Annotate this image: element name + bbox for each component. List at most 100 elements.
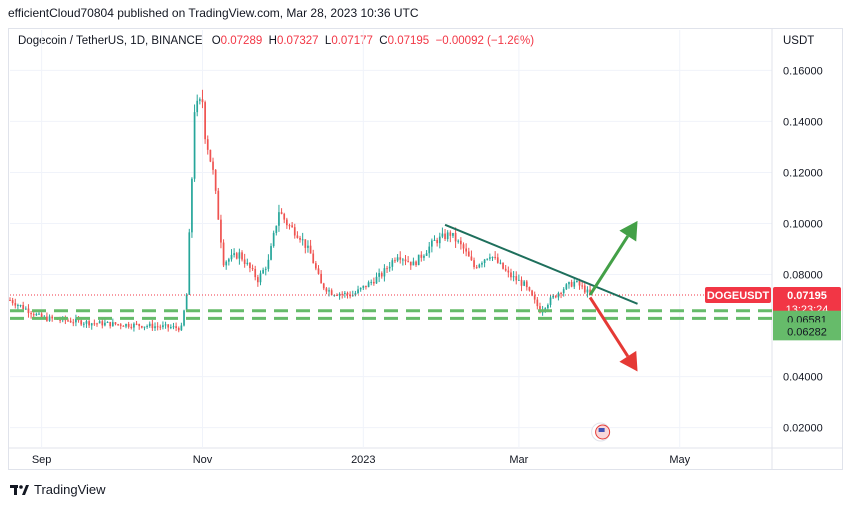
candle: [198, 97, 201, 105]
candle: [143, 326, 146, 331]
candle-body: [314, 263, 317, 269]
candle: [375, 272, 378, 284]
candle: [285, 217, 288, 229]
candle-body: [93, 323, 96, 325]
candle-body: [96, 323, 98, 325]
candle: [196, 94, 199, 117]
candle: [167, 324, 170, 332]
candle: [452, 232, 454, 238]
price-tag-bg: [773, 287, 841, 318]
candle-body: [227, 259, 230, 262]
candle: [349, 291, 351, 299]
candle-body: [420, 254, 423, 258]
candle-body: [423, 255, 425, 258]
candle-body: [454, 232, 457, 242]
candle: [512, 271, 515, 282]
candle: [568, 281, 570, 289]
candle-body: [536, 299, 539, 307]
candle: [278, 204, 280, 232]
candle-body: [449, 232, 452, 236]
candle-body: [204, 102, 206, 140]
candle: [483, 258, 486, 268]
candle-body: [111, 322, 114, 327]
candle: [317, 265, 320, 275]
candle: [125, 323, 127, 329]
candle-body: [491, 256, 494, 258]
candle-body: [17, 305, 19, 307]
candle-body: [525, 281, 528, 288]
candle-body: [547, 304, 549, 309]
candle-body: [159, 326, 162, 328]
candle: [183, 309, 185, 327]
candle-body: [562, 289, 565, 294]
candle: [581, 281, 584, 290]
candle: [391, 258, 394, 271]
candle-body: [504, 268, 507, 271]
candle-body: [404, 259, 407, 262]
candle: [206, 135, 209, 155]
candle-body: [243, 259, 246, 264]
candle: [346, 291, 349, 299]
candle-body: [330, 290, 333, 296]
close-value: 0.07195: [387, 35, 430, 47]
candle-body: [46, 316, 48, 321]
candle: [351, 290, 354, 297]
candle: [251, 264, 254, 271]
candle-body: [328, 290, 330, 292]
candle: [367, 280, 370, 288]
candle-body: [446, 232, 449, 239]
candle: [489, 253, 491, 261]
candle-body: [122, 325, 125, 327]
descending-trendline: [444, 223, 638, 305]
candle: [19, 304, 22, 308]
candle-body: [380, 273, 383, 277]
candle-body: [533, 295, 536, 300]
candle: [233, 248, 235, 258]
candle-body: [583, 285, 586, 293]
candle-body: [38, 313, 40, 315]
candle-body: [69, 320, 72, 323]
candle: [185, 293, 188, 311]
candle-body: [307, 245, 309, 248]
candle: [204, 100, 206, 144]
candle-body: [254, 268, 257, 278]
candle: [222, 239, 225, 268]
candle-body: [573, 281, 576, 287]
candle-body: [460, 240, 462, 245]
candle-body: [249, 262, 251, 269]
candle-body: [386, 268, 388, 270]
candle: [394, 257, 396, 264]
candle: [172, 322, 175, 330]
candle: [444, 228, 446, 242]
candle: [359, 287, 362, 292]
candle-body: [162, 325, 164, 328]
candle: [254, 265, 257, 281]
candle-body: [98, 321, 101, 324]
candle-body: [367, 282, 370, 288]
candle-body: [465, 248, 468, 252]
candle-body: [507, 270, 510, 273]
drawings[interactable]: [10, 220, 772, 442]
candle-body: [24, 308, 27, 310]
candle: [270, 243, 272, 261]
candle-body: [117, 324, 119, 326]
candle: [156, 322, 159, 331]
candle-body: [201, 99, 204, 103]
candle-body: [586, 289, 589, 293]
candle: [93, 319, 96, 326]
candle-body: [285, 219, 288, 226]
candle: [217, 187, 220, 220]
candle: [304, 239, 307, 254]
candle-body: [520, 279, 523, 286]
candle: [423, 254, 425, 261]
candle: [362, 285, 365, 290]
y-tick-label: 0.16000: [783, 65, 823, 77]
candle: [494, 251, 497, 260]
candle-body: [264, 268, 267, 270]
support-tag-bg: [773, 322, 841, 341]
candle-body: [296, 235, 299, 238]
candle-body: [291, 225, 293, 228]
candle: [481, 261, 483, 268]
candle: [412, 257, 415, 266]
